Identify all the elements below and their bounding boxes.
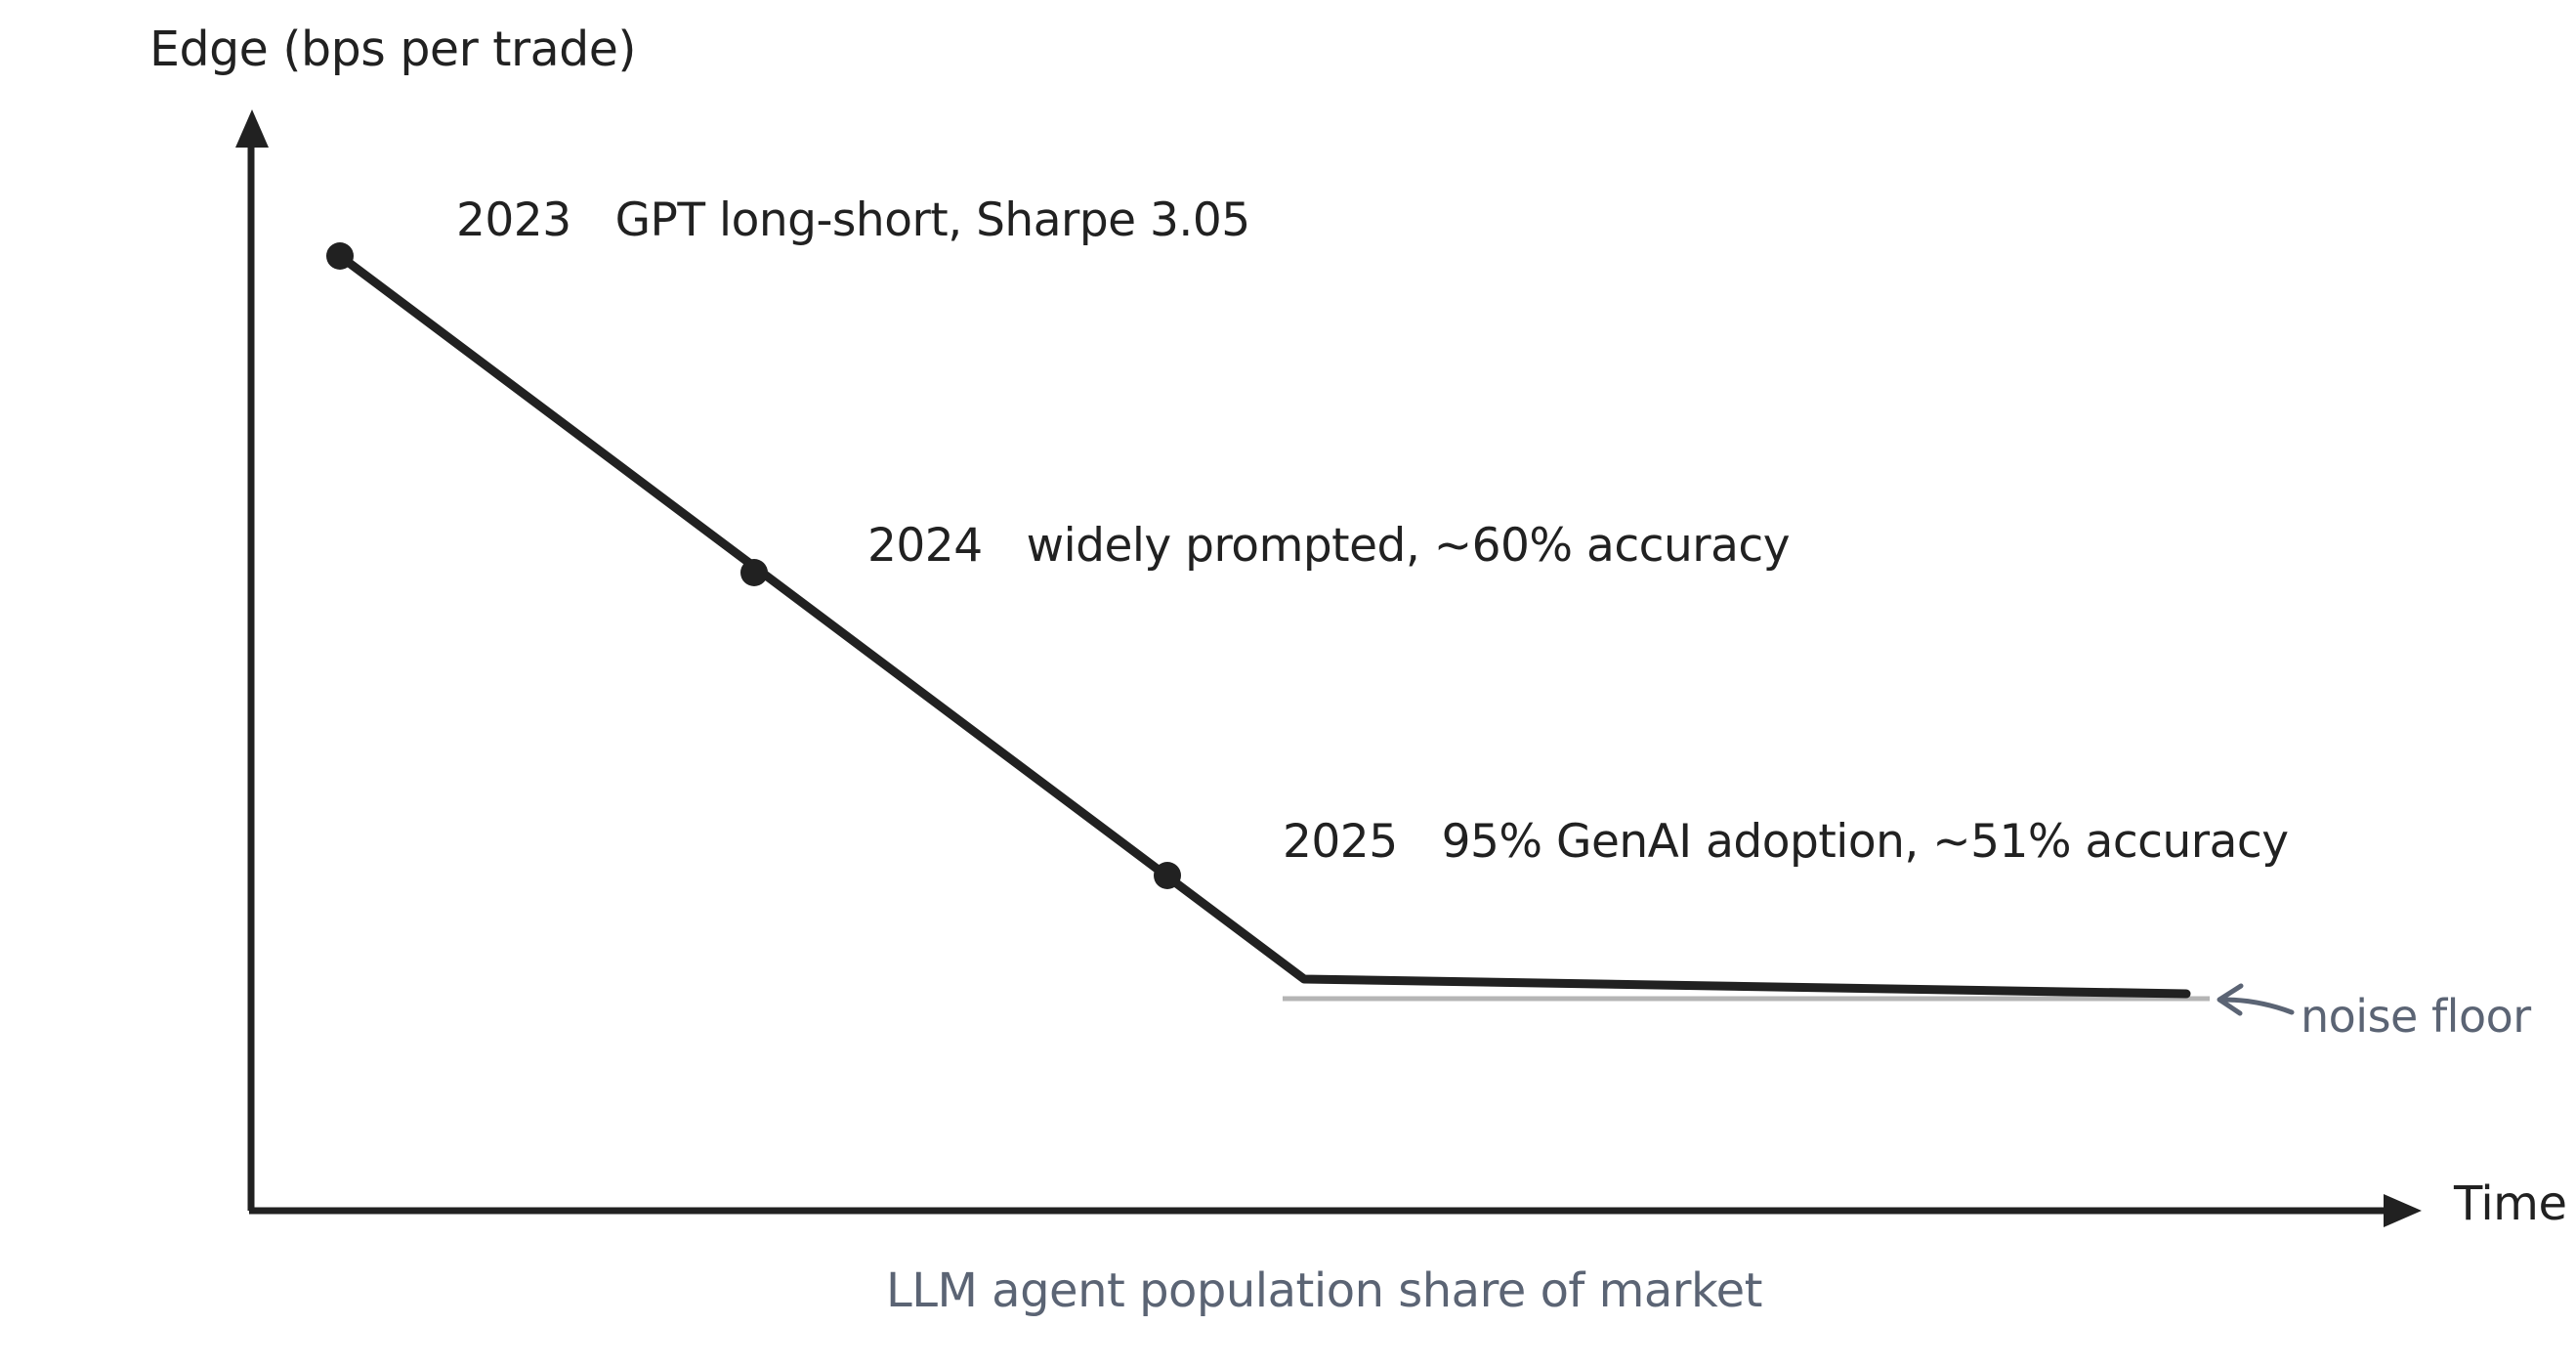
annotation-2024-label: widely prompted, ~60% accuracy (1026, 519, 1791, 573)
data-point-2024 (740, 559, 768, 586)
annotation-2025-year: 2025 (1283, 815, 1398, 869)
annotation-2023-year: 2023 (456, 193, 571, 247)
x-axis-title: Time (2454, 1176, 2567, 1231)
y-axis-arrowhead-icon (235, 109, 269, 148)
noise-floor-arrowhead-icon (2217, 983, 2244, 1016)
edge-decay-line (335, 251, 2191, 999)
annotation-2024: 2024 widely prompted, ~60% accuracy (867, 519, 1791, 574)
annotation-2025: 2025 95% GenAI adoption, ~51% accuracy (1283, 815, 2289, 870)
annotation-2024-year: 2024 (867, 519, 983, 573)
annotation-2023-label: GPT long-short, Sharpe 3.05 (614, 193, 1251, 247)
data-point-2023 (326, 242, 354, 270)
data-point-2025 (1154, 862, 1181, 889)
x-axis-arrowhead-icon (2384, 1194, 2422, 1227)
annotation-2025-label: 95% GenAI adoption, ~51% accuracy (1441, 815, 2289, 869)
x-axis-caption: LLM agent population share of market (886, 1263, 1762, 1318)
y-axis-title: Edge (bps per trade) (149, 21, 637, 77)
annotation-2023: 2023 GPT long-short, Sharpe 3.05 (456, 193, 1250, 248)
noise-floor-arrow-shaft (2219, 997, 2295, 1015)
noise-floor-label: noise floor (2301, 990, 2531, 1043)
